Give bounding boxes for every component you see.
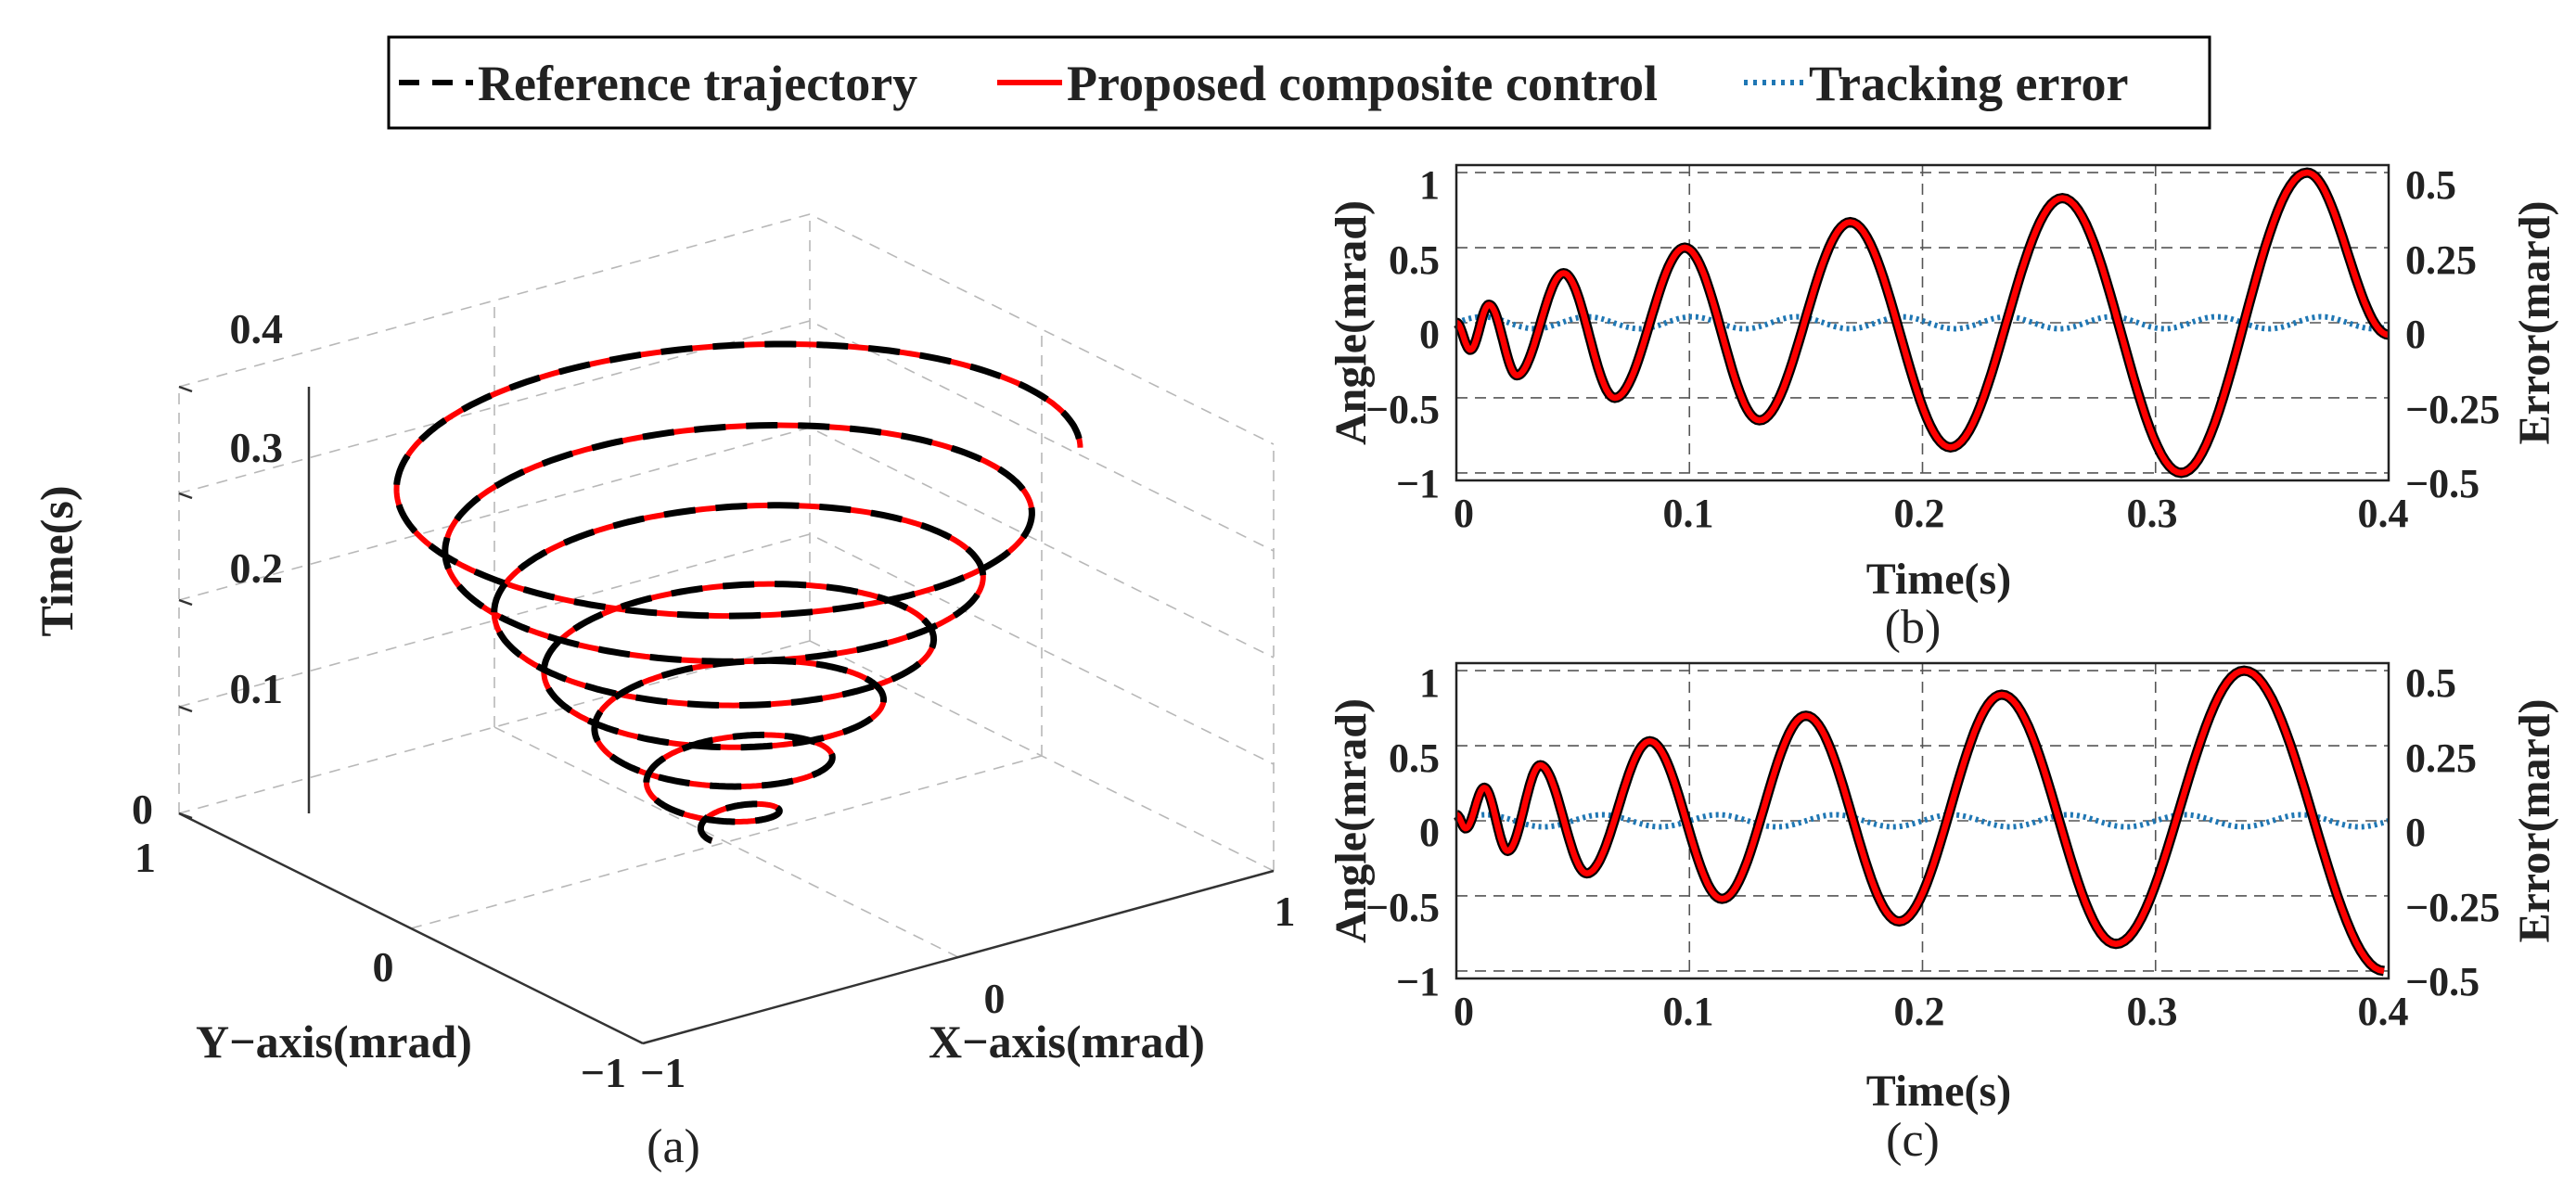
c-y2-tick-m0.25: −0.25 bbox=[2405, 885, 2500, 930]
a-x-tick-1: 1 bbox=[1275, 888, 1296, 935]
c-caption: (c) bbox=[1886, 1114, 1940, 1167]
c-y-tick-m1: −1 bbox=[1396, 959, 1440, 1004]
b-x-tick-0.1: 0.1 bbox=[1663, 491, 1714, 536]
legend-box bbox=[387, 35, 2211, 130]
a-grid-z-level bbox=[178, 213, 1275, 445]
c-x-tick-0.4: 0.4 bbox=[2358, 989, 2409, 1034]
a-y-tick-1: 1 bbox=[135, 834, 156, 881]
b-y2-tick-m0.25: −0.25 bbox=[2405, 387, 2500, 432]
c-y-tick-0: 0 bbox=[1419, 810, 1440, 855]
a-grid-floor bbox=[493, 726, 959, 958]
c-x-axis-label: Time(s) bbox=[1866, 1067, 2011, 1116]
a-grid-z-level bbox=[178, 427, 1275, 658]
a-y-tick-m1: −1 bbox=[581, 1049, 626, 1096]
c-y2-axis-label: Error(mard) bbox=[2510, 698, 2559, 942]
a-z-tick-mark bbox=[178, 385, 193, 393]
a-z-tick-mark bbox=[178, 705, 193, 713]
a-y-axis-label: Y−axis(mrad) bbox=[196, 1016, 472, 1068]
a-series-reference bbox=[392, 340, 1083, 844]
chart-a-axes bbox=[178, 385, 1275, 1045]
c-x-tick-0: 0 bbox=[1454, 989, 1474, 1034]
a-z-tick-0.4: 0.4 bbox=[230, 305, 284, 352]
b-x-tick-0: 0 bbox=[1454, 491, 1474, 536]
c-series-proposed bbox=[1455, 667, 2385, 975]
chart-c-curves bbox=[1454, 665, 2390, 977]
a-z-tick-0: 0 bbox=[132, 786, 153, 833]
c-y2-tick-0.25: 0.25 bbox=[2405, 735, 2477, 781]
a-z-tick-mark bbox=[178, 598, 193, 607]
a-z-tick-mark bbox=[178, 812, 193, 820]
c-y2-tick-0.5: 0.5 bbox=[2405, 660, 2456, 706]
c-y-tick-1: 1 bbox=[1419, 660, 1440, 706]
a-y-axis-line bbox=[178, 812, 644, 1045]
a-x-axis-line bbox=[642, 869, 1275, 1045]
a-z-tick-0.2: 0.2 bbox=[230, 544, 284, 592]
b-x-tick-0.3: 0.3 bbox=[2127, 491, 2178, 536]
c-y2-tick-0: 0 bbox=[2405, 810, 2426, 855]
b-y2-tick-m0.5: −0.5 bbox=[2405, 461, 2480, 506]
legend-label-error: Tracking error bbox=[1809, 56, 2128, 111]
chart-b: 1 0.5 0 −0.5 −1 0.5 0.25 0 −0.25 −0.5 0 … bbox=[1326, 162, 2559, 654]
b-y2-tick-0.5: 0.5 bbox=[2405, 162, 2456, 208]
c-plot-frame bbox=[1455, 661, 2390, 980]
b-y2-tick-0.25: 0.25 bbox=[2405, 237, 2477, 283]
a-z-tick-0.1: 0.1 bbox=[230, 665, 284, 712]
c-x-tick-0.2: 0.2 bbox=[1894, 989, 1945, 1034]
c-x-tick-0.1: 0.1 bbox=[1663, 989, 1714, 1034]
c-y-axis-label: Angle(mrad) bbox=[1326, 698, 1376, 943]
a-grid-z-level bbox=[178, 533, 1275, 765]
b-plot-frame bbox=[1455, 163, 2390, 482]
b-y2-tick-0: 0 bbox=[2405, 312, 2426, 357]
a-x-tick-m1: −1 bbox=[640, 1049, 686, 1096]
legend-label-reference: Reference trajectory bbox=[478, 56, 917, 111]
b-y-tick-1: 1 bbox=[1419, 162, 1440, 208]
c-y-tick-0.5: 0.5 bbox=[1389, 735, 1440, 781]
legend: Reference trajectory Proposed composite … bbox=[387, 35, 2211, 130]
b-y-axis-label: Angle(mrad) bbox=[1326, 200, 1376, 445]
chart-c-grid bbox=[1456, 663, 2389, 978]
a-z-tick-0.3: 0.3 bbox=[230, 424, 284, 471]
b-series-tracking-error bbox=[1455, 313, 2390, 332]
c-y-tick-m0.5: −0.5 bbox=[1365, 885, 1440, 930]
chart-a-grid bbox=[178, 213, 1275, 1044]
b-caption: (b) bbox=[1885, 601, 1942, 654]
chart-b-curves bbox=[1454, 167, 2390, 479]
b-y-tick-0: 0 bbox=[1419, 312, 1440, 357]
chart-c: 1 0.5 0 −0.5 −1 0.5 0.25 0 −0.25 −0.5 0 … bbox=[1326, 660, 2559, 1167]
a-y-tick-0: 0 bbox=[373, 943, 394, 991]
chart-a: 0.4 0.3 0.2 0.1 0 1 0 −1 −1 0 1 Time(s) … bbox=[31, 213, 1296, 1173]
a-x-tick-0: 0 bbox=[984, 975, 1006, 1022]
b-x-axis-label: Time(s) bbox=[1866, 555, 2011, 604]
c-x-tick-0.3: 0.3 bbox=[2127, 989, 2178, 1034]
b-y2-axis-label: Error(mard) bbox=[2510, 200, 2559, 444]
a-z-tick-mark bbox=[178, 492, 193, 500]
legend-label-proposed: Proposed composite control bbox=[1067, 56, 1658, 111]
b-x-tick-0.2: 0.2 bbox=[1894, 491, 1945, 536]
a-z-axis-label: Time(s) bbox=[31, 486, 83, 637]
b-series-proposed bbox=[1455, 169, 2390, 477]
a-x-axis-label: X−axis(mrad) bbox=[929, 1016, 1205, 1068]
chart-a-curves bbox=[392, 340, 1083, 844]
c-y2-tick-m0.5: −0.5 bbox=[2405, 959, 2480, 1004]
b-x-tick-0.4: 0.4 bbox=[2358, 491, 2409, 536]
a-grid-z-level bbox=[178, 320, 1275, 552]
b-y-tick-m0.5: −0.5 bbox=[1365, 387, 1440, 432]
a-caption: (a) bbox=[647, 1120, 700, 1173]
b-y-tick-m1: −1 bbox=[1396, 461, 1440, 506]
b-y-tick-0.5: 0.5 bbox=[1389, 237, 1440, 283]
